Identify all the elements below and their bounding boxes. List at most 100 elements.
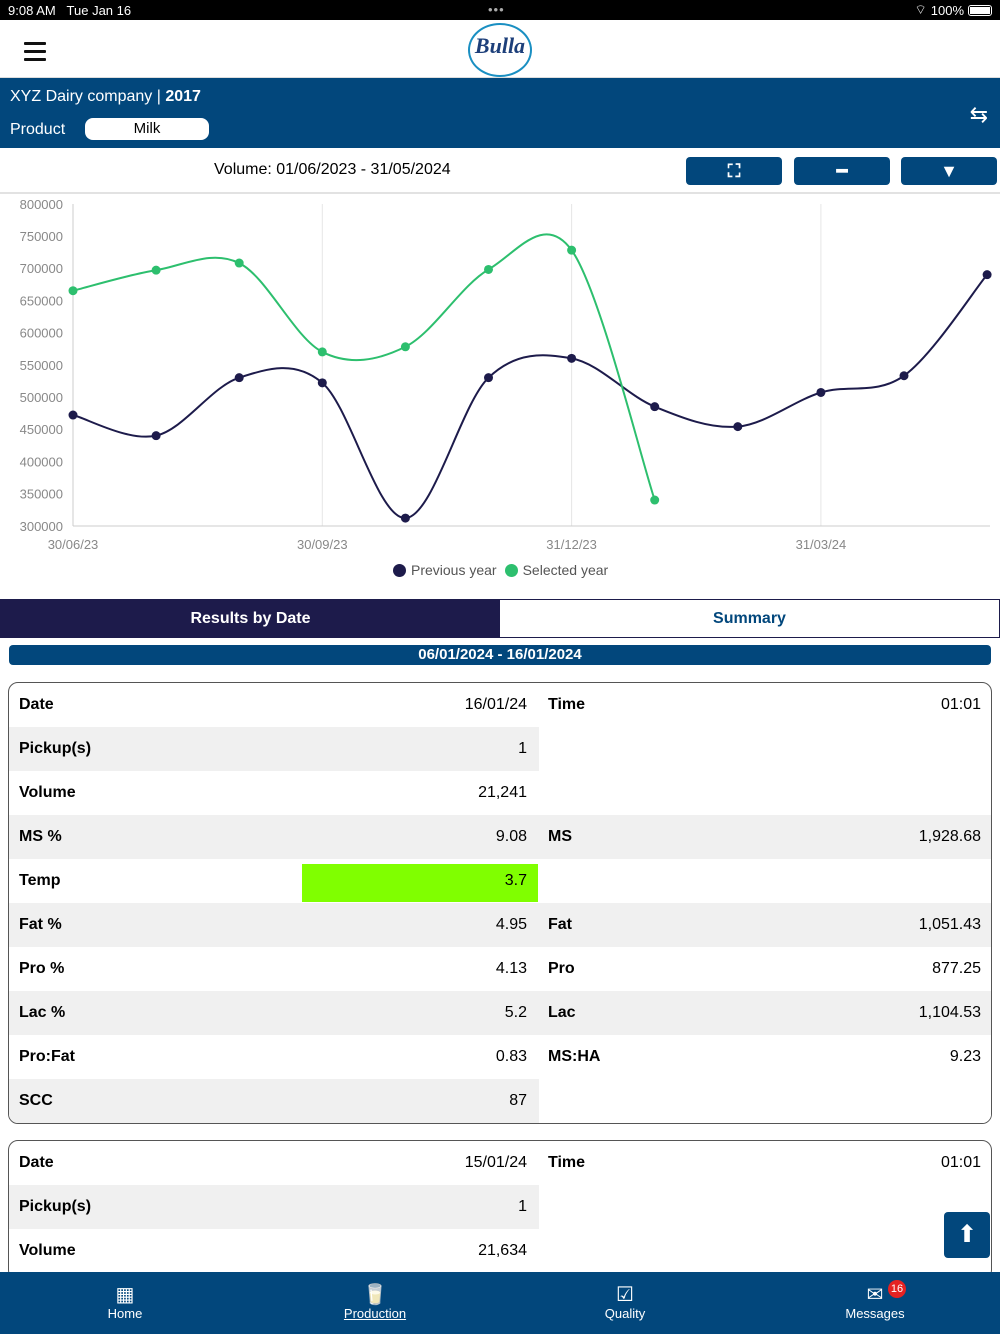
home-grid-icon: ▦ xyxy=(115,1284,135,1306)
nav-production[interactable]: 🥛 Production xyxy=(250,1272,500,1334)
collapse-button[interactable]: ━ xyxy=(794,157,890,185)
field-label: Volume xyxy=(19,1242,76,1259)
menu-icon[interactable] xyxy=(24,42,46,66)
field-label: Date xyxy=(19,696,54,713)
series-line-0 xyxy=(72,274,988,520)
y-tick-label: 500000 xyxy=(20,390,63,405)
field-label-2: Lac xyxy=(548,1004,576,1021)
field-value-2: 877.25 xyxy=(932,960,981,977)
field-label: MS % xyxy=(19,828,62,845)
data-point[interactable] xyxy=(317,347,327,357)
field-value-2: 9.23 xyxy=(949,1048,981,1065)
legend-previous-year[interactable]: Previous year xyxy=(393,562,497,578)
company-info: XYZ Dairy company | 2017 xyxy=(10,88,201,105)
data-point[interactable] xyxy=(484,264,493,274)
field-label-2: Pro xyxy=(548,960,575,977)
result-row: Temp 3.7 xyxy=(9,859,991,903)
series-line-1 xyxy=(72,233,656,501)
company-name: XYZ Dairy company xyxy=(10,88,153,105)
nav-messages[interactable]: ✉ Messages 16 xyxy=(750,1272,1000,1334)
tab-summary[interactable]: Summary xyxy=(500,600,999,637)
field-value: 15/01/24 xyxy=(464,1154,527,1171)
y-tick-label: 650000 xyxy=(20,293,63,308)
status-date: Tue Jan 16 xyxy=(66,2,132,18)
field-label: Date xyxy=(19,1154,54,1171)
milk-bottle-icon: 🥛 xyxy=(362,1284,388,1306)
filter-button[interactable]: ▼ xyxy=(901,157,997,185)
field-label: Volume xyxy=(19,784,76,801)
field-label: Pickup(s) xyxy=(19,1198,92,1215)
y-tick-label: 300000 xyxy=(20,519,63,534)
company-bar: XYZ Dairy company | 2017 Product Milk ⇆ xyxy=(0,78,1000,148)
y-tick-label: 350000 xyxy=(20,487,63,502)
field-label: Fat % xyxy=(19,916,62,933)
temp-highlight xyxy=(302,864,538,902)
arrow-up-icon: ⬆ xyxy=(956,1221,978,1248)
product-select[interactable]: Milk xyxy=(85,118,209,140)
field-value-2: 01:01 xyxy=(940,696,981,713)
nav-quality[interactable]: ☑ Quality xyxy=(500,1272,750,1334)
y-tick-label: 550000 xyxy=(20,358,63,373)
bottom-nav: ▦ Home 🥛 Production ☑ Quality ✉ Messages 16 xyxy=(0,1272,1000,1334)
field-value: 5.2 xyxy=(504,1004,527,1021)
result-row: SCC 87 xyxy=(9,1079,991,1123)
clipboard-check-icon: ☑ xyxy=(616,1284,634,1306)
data-point[interactable] xyxy=(234,258,244,268)
data-point[interactable] xyxy=(567,245,577,255)
scroll-top-button[interactable]: ⬆ xyxy=(944,1212,990,1258)
x-tick-label: 31/12/23 xyxy=(546,537,597,552)
field-label-2: Time xyxy=(548,1154,586,1171)
volume-chart: 800000 750000 700000 650000 600000 550000 5000… xyxy=(20,197,992,552)
result-row: Lac % 5.2 Lac 1,104.53 xyxy=(9,991,991,1035)
product-label: Product xyxy=(10,121,66,138)
expand-icon: ⛶ xyxy=(727,161,741,181)
field-label-2: MS:HA xyxy=(548,1048,601,1065)
data-point[interactable] xyxy=(317,378,327,388)
data-point[interactable] xyxy=(733,422,743,432)
legend-selected-year[interactable]: Selected year xyxy=(504,562,608,578)
result-row: Fat % 4.95 Fat 1,051.43 xyxy=(9,903,991,947)
data-point[interactable] xyxy=(234,373,244,383)
bulla-logo: Bulla xyxy=(468,23,532,77)
data-point[interactable] xyxy=(484,373,493,383)
data-point[interactable] xyxy=(816,387,826,397)
data-point[interactable] xyxy=(68,410,78,420)
data-point[interactable] xyxy=(400,513,410,523)
result-card: Date 15/01/24 Time 01:01 Pickup(s) 1 Volume 21,… xyxy=(8,1140,992,1280)
field-value: 21,241 xyxy=(478,784,527,801)
result-card: Date 16/01/24 Time 01:01 Pickup(s) 1 Volume 21,… xyxy=(8,682,992,1124)
y-tick-label: 450000 xyxy=(20,422,63,437)
nav-home[interactable]: ▦ Home xyxy=(0,1272,250,1334)
data-point[interactable] xyxy=(68,286,78,296)
chart-title: Volume: 01/06/2023 - 31/05/2024 xyxy=(214,161,451,178)
data-point[interactable] xyxy=(899,371,909,381)
field-label: Pro % xyxy=(19,960,65,977)
tab-results-by-date[interactable]: Results by Date xyxy=(1,600,500,637)
wifi-icon: ⌔ xyxy=(914,2,927,17)
data-point[interactable] xyxy=(400,342,410,352)
data-point[interactable] xyxy=(650,495,660,505)
field-label: SCC xyxy=(19,1092,53,1109)
field-value-2: 1,928.68 xyxy=(918,828,981,845)
battery-icon xyxy=(968,4,992,16)
field-value-2: 1,051.43 xyxy=(918,916,981,933)
data-point[interactable] xyxy=(567,353,577,363)
result-row: Pro % 4.13 Pro 877.25 xyxy=(9,947,991,991)
field-value: 4.95 xyxy=(495,916,527,933)
result-row: Date 15/01/24 Time 01:01 xyxy=(9,1141,991,1185)
data-point[interactable] xyxy=(151,265,161,275)
x-tick-label: 30/09/23 xyxy=(297,537,348,552)
fullscreen-button[interactable]: ⛶ xyxy=(686,157,782,185)
data-point[interactable] xyxy=(982,270,992,280)
data-point[interactable] xyxy=(151,431,161,441)
swap-arrows-icon[interactable]: ⇆ xyxy=(969,102,988,127)
multitask-dots[interactable]: ••• xyxy=(488,2,505,17)
results-tabs: Results by Date Summary xyxy=(0,599,1000,638)
result-row: Volume 21,634 xyxy=(9,1229,991,1273)
battery-percent: 100% xyxy=(930,2,964,18)
field-value: 87 xyxy=(509,1092,527,1109)
result-row: Pickup(s) 1 xyxy=(9,1185,991,1229)
field-label: Lac % xyxy=(19,1004,66,1021)
status-bar: 9:08 AM Tue Jan 16 ••• ⌔ 100% xyxy=(0,0,1000,20)
data-point[interactable] xyxy=(650,402,660,412)
